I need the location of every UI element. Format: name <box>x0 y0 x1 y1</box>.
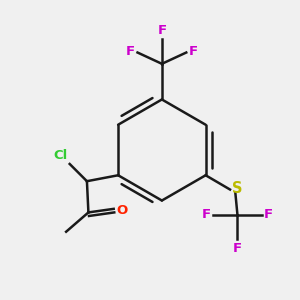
Text: F: F <box>264 208 273 221</box>
Text: S: S <box>232 182 242 196</box>
Text: F: F <box>126 45 135 58</box>
Text: O: O <box>116 204 127 217</box>
Text: F: F <box>157 24 167 37</box>
Text: F: F <box>202 208 211 221</box>
Text: F: F <box>233 242 242 255</box>
Text: Cl: Cl <box>54 149 68 162</box>
Text: F: F <box>189 45 198 58</box>
